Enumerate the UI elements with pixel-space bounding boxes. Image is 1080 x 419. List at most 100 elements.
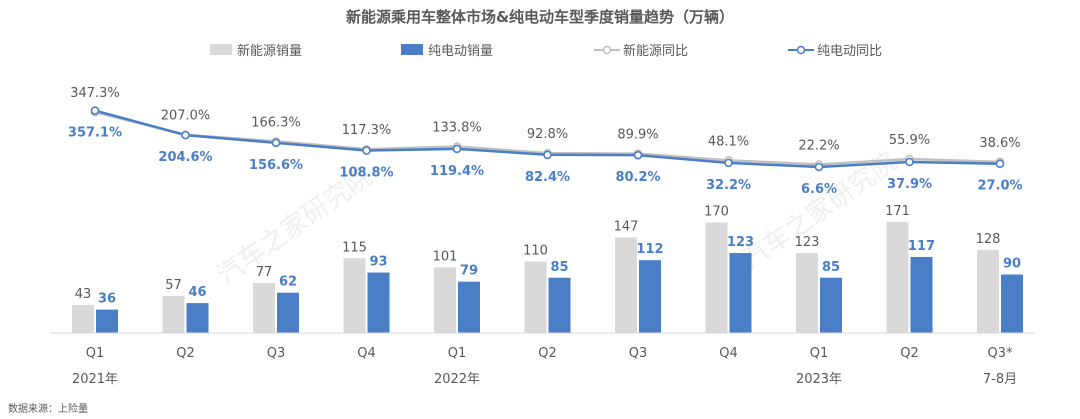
pct-label-bev: 119.4%: [430, 164, 484, 179]
pct-label-nev: 117.3%: [342, 123, 392, 138]
x-tick-label: Q3: [629, 346, 648, 361]
point-bev-yoy-6: [633, 150, 643, 160]
bar-label-bev: 117: [908, 239, 935, 254]
legend-marker: [602, 45, 612, 55]
bar-label-nev: 128: [976, 232, 1001, 247]
bar-bev-2: [277, 292, 299, 333]
pct-label-nev: 92.8%: [527, 127, 568, 142]
bar-nev-2: [253, 282, 275, 333]
bar-label-nev: 171: [885, 204, 910, 219]
legend-item-2: 新能源同比: [594, 43, 688, 59]
bar-label-nev: 147: [614, 219, 639, 234]
bar-bev-8: [820, 277, 842, 333]
bar-label-bev: 62: [279, 275, 297, 290]
bar-label-nev: 115: [342, 240, 367, 255]
legend-label: 纯电动销量: [428, 44, 493, 59]
pct-label-bev: 32.2%: [706, 178, 751, 193]
bar-label-nev: 110: [523, 244, 548, 259]
bar-bev-10: [1001, 274, 1023, 333]
bar-bev-9: [910, 256, 933, 333]
source-note: 数据来源：上险量: [8, 402, 88, 415]
bar-nev-5: [524, 261, 547, 333]
bar-label-bev: 36: [98, 292, 116, 307]
bar-label-bev: 93: [369, 255, 387, 270]
legend-label: 新能源销量: [237, 43, 302, 59]
x-tick-label: Q4: [719, 346, 738, 361]
x-group-label: 2021年: [72, 372, 118, 387]
bar-nev-7: [705, 222, 728, 333]
pct-label-nev: 166.3%: [251, 115, 301, 130]
x-tick-label: Q1: [448, 346, 467, 361]
point-bev-yoy-0: [90, 106, 100, 115]
bars: [72, 221, 1023, 333]
bar-bev-3: [367, 272, 390, 333]
pct-label-nev: 207.0%: [161, 109, 211, 124]
pct-label-nev: 133.8%: [432, 121, 482, 136]
bar-bev-5: [548, 277, 571, 333]
pct-label-bev: 156.6%: [249, 158, 303, 173]
x-tick-label: Q3*: [987, 346, 1013, 361]
pct-label-nev: 48.1%: [708, 134, 749, 149]
x-tick-label: Q3: [267, 346, 286, 361]
x-group-label: 2023年: [796, 372, 842, 387]
legend-item-3: 纯电动同比: [788, 44, 882, 59]
bar-bev-4: [458, 281, 480, 333]
pct-label-nev: 38.6%: [979, 136, 1020, 151]
bar-nev-9: [886, 221, 909, 333]
pct-label-bev: 82.4%: [525, 170, 570, 185]
bar-nev-0: [72, 305, 94, 333]
x-group-label: 7-8月: [983, 372, 1017, 387]
pct-label-bev: 6.6%: [801, 182, 837, 197]
bar-label-bev: 90: [1003, 257, 1021, 272]
bar-nev-1: [162, 295, 185, 333]
legend-label: 新能源同比: [623, 43, 688, 59]
x-tick-label: Q2: [538, 346, 557, 361]
bar-label-bev: 123: [727, 235, 754, 250]
pct-label-bev: 108.8%: [339, 166, 393, 181]
point-bev-yoy-8: [814, 162, 824, 172]
x-tick-label: Q4: [357, 346, 376, 361]
x-tick-label: Q1: [86, 346, 105, 361]
bar-nev-10: [977, 249, 999, 333]
bar-bev-0: [96, 309, 118, 333]
bar-label-nev: 123: [795, 235, 820, 250]
bar-bev-1: [186, 303, 209, 333]
bar-label-bev: 46: [188, 285, 206, 300]
lines: [90, 106, 1005, 172]
pct-label-nev: 347.3%: [70, 86, 120, 101]
point-bev-yoy-1: [181, 130, 190, 140]
x-tick-label: Q2: [900, 346, 919, 361]
bar-bev-6: [639, 260, 661, 333]
x-tick-label: Q1: [810, 346, 829, 361]
bar-bev-7: [729, 253, 752, 333]
pct-label-nev: 89.9%: [617, 128, 658, 143]
pct-label-bev: 80.2%: [615, 170, 660, 185]
point-bev-yoy-4: [452, 144, 462, 154]
bar-label-nev: 43: [75, 287, 92, 302]
bar-label-nev: 77: [256, 265, 273, 280]
bar-label-nev: 101: [433, 249, 458, 264]
bar-nev-4: [434, 267, 456, 333]
point-bev-yoy-3: [362, 146, 371, 155]
bar-nev-3: [343, 258, 366, 333]
bar-label-nev: 57: [165, 278, 182, 293]
point-bev-yoy-7: [724, 158, 733, 168]
x-group-label: 2022年: [434, 372, 480, 387]
point-bev-yoy-9: [905, 157, 914, 167]
legend-item-0: 新能源销量: [210, 43, 302, 59]
bar-nev-6: [615, 237, 637, 333]
bar-label-nev: 170: [704, 205, 729, 220]
chart-title: 新能源乘用车整体市场&纯电动车型季度销量趋势（万辆）: [346, 8, 734, 26]
bar-label-bev: 112: [636, 242, 663, 257]
pct-label-bev: 27.0%: [977, 179, 1022, 194]
legend-item-1: 纯电动销量: [401, 44, 493, 59]
x-tick-label: Q2: [176, 346, 195, 361]
pct-label-bev: 37.9%: [887, 177, 932, 192]
legend: 新能源销量 纯电动销量 新能源同比 纯电动同比: [210, 43, 882, 59]
pct-label-bev: 357.1%: [68, 126, 122, 141]
bar-label-bev: 85: [822, 260, 840, 275]
legend-marker: [796, 45, 806, 55]
bar-nev-8: [796, 253, 818, 333]
